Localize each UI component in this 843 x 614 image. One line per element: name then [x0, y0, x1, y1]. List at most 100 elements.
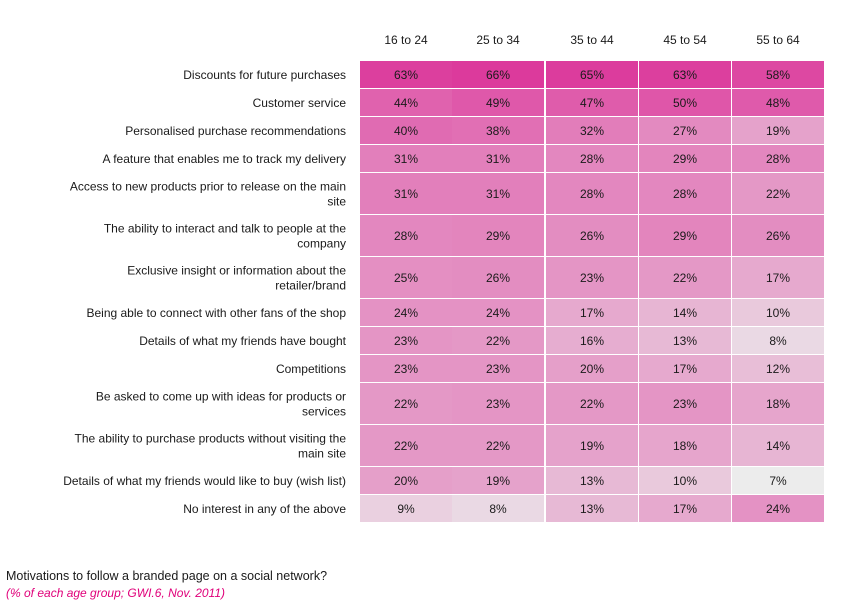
row-label: Details of what my friends would like to… — [63, 474, 346, 488]
cell-value-label: 23% — [673, 397, 697, 411]
cell-value-label: 26% — [580, 229, 604, 243]
row-label: The ability to interact and talk to peop… — [104, 222, 346, 251]
heatmap-cell — [732, 467, 824, 494]
heatmap-cell — [452, 299, 544, 326]
cell-value-label: 23% — [486, 397, 510, 411]
heatmap-cell — [360, 257, 452, 298]
cell-value-label: 25% — [394, 271, 418, 285]
cell-value-label: 28% — [580, 187, 604, 201]
heatmap-cell — [639, 89, 731, 116]
heatmap-cell — [452, 173, 544, 214]
heatmap-cell — [546, 215, 638, 256]
heatmap-cell — [546, 61, 638, 88]
heatmap-cell — [360, 299, 452, 326]
heatmap-cell — [360, 145, 452, 172]
heatmap-cell — [360, 89, 452, 116]
cell-value-label: 7% — [769, 474, 787, 488]
cell-value-label: 27% — [673, 124, 697, 138]
cell-value-label: 22% — [673, 271, 697, 285]
column-headers: 16 to 24 25 to 34 35 to 44 45 to 54 55 to 64 — [384, 33, 800, 47]
cell-value-label: 19% — [486, 474, 510, 488]
cell-value-label: 13% — [580, 502, 604, 516]
row-label: Access to new products prior to release … — [70, 180, 346, 209]
cell-value-label: 23% — [394, 334, 418, 348]
row-label: The ability to purchase products without… — [75, 432, 347, 461]
heatmap-cell — [360, 215, 452, 256]
caption-subtitle: (% of each age group; GWI.6, Nov. 2011) — [6, 586, 225, 600]
heatmap-cell — [546, 467, 638, 494]
cell-value-label: 66% — [486, 68, 510, 82]
cell-value-label: 16% — [580, 334, 604, 348]
heatmap-cell — [546, 383, 638, 424]
cell-value-label: 22% — [766, 187, 790, 201]
cell-value-label: 40% — [394, 124, 418, 138]
cell-value-label: 18% — [673, 439, 697, 453]
row-label: Exclusive insight or information about t… — [127, 264, 346, 293]
heatmap-cell — [639, 425, 731, 466]
cell-value-label: 14% — [766, 439, 790, 453]
heatmap-cell — [360, 425, 452, 466]
heatmap-cell — [546, 495, 638, 522]
cell-value-label: 23% — [394, 362, 418, 376]
heatmap-cell — [452, 383, 544, 424]
cell-value-label: 47% — [580, 96, 604, 110]
heatmap-cell — [452, 215, 544, 256]
caption-title: Motivations to follow a branded page on … — [6, 569, 328, 583]
cell-value-label: 58% — [766, 68, 790, 82]
heatmap-cells: 63% 66% 65% 63% 58% 44% 49% 47% 50% 48% 40% 38% 32% 2… — [360, 61, 824, 522]
heatmap-cell — [732, 425, 824, 466]
heatmap-cell — [639, 173, 731, 214]
cell-value-label: 17% — [580, 306, 604, 320]
cell-value-label: 31% — [394, 187, 418, 201]
heatmap-cell — [639, 117, 731, 144]
heatmap-cell — [452, 117, 544, 144]
cell-value-label: 63% — [673, 68, 697, 82]
heatmap-cell — [639, 327, 731, 354]
cell-value-label: 26% — [766, 229, 790, 243]
cell-value-label: 19% — [766, 124, 790, 138]
cell-value-label: 24% — [486, 306, 510, 320]
cell-value-label: 12% — [766, 362, 790, 376]
heatmap-cell — [452, 61, 544, 88]
heatmap-cell — [546, 327, 638, 354]
heatmap-cell — [360, 61, 452, 88]
row-label: Personalised purchase recommendations — [125, 124, 346, 138]
heatmap-cell — [452, 495, 544, 522]
cell-value-label: 8% — [769, 334, 787, 348]
heatmap-cell — [546, 425, 638, 466]
heatmap-cell — [546, 355, 638, 382]
heatmap-cell — [732, 299, 824, 326]
cell-value-label: 24% — [394, 306, 418, 320]
cell-value-label: 23% — [486, 362, 510, 376]
chart-caption: Motivations to follow a branded page on … — [6, 568, 327, 602]
heatmap-cell — [452, 145, 544, 172]
heatmap-cell — [546, 299, 638, 326]
cell-value-label: 24% — [766, 502, 790, 516]
cell-value-label: 17% — [673, 362, 697, 376]
cell-value-label: 10% — [766, 306, 790, 320]
cell-value-label: 49% — [486, 96, 510, 110]
cell-value-label: 13% — [673, 334, 697, 348]
heatmap-cell — [360, 383, 452, 424]
heatmap-cell — [732, 117, 824, 144]
cell-value-label: 22% — [580, 397, 604, 411]
heatmap-cell — [360, 173, 452, 214]
heatmap-cell — [732, 89, 824, 116]
heatmap-cell — [360, 327, 452, 354]
heatmap-cell — [639, 383, 731, 424]
heatmap-cell — [639, 215, 731, 256]
heatmap-cell — [732, 383, 824, 424]
row-label: Customer service — [253, 96, 347, 110]
cell-value-label: 31% — [486, 187, 510, 201]
heatmap-cell — [360, 117, 452, 144]
heatmap-cell — [732, 495, 824, 522]
heatmap-cell — [732, 215, 824, 256]
row-label: Details of what my friends have bought — [139, 334, 346, 348]
heatmap-cell — [639, 495, 731, 522]
cell-value-label: 22% — [394, 439, 418, 453]
row-label: A feature that enables me to track my de… — [103, 152, 346, 166]
heatmap-chart: 16 to 24 25 to 34 35 to 44 45 to 54 55 to 64… — [63, 33, 824, 522]
cell-value-label: 8% — [489, 502, 507, 516]
heatmap-cell — [360, 495, 452, 522]
cell-value-label: 22% — [394, 397, 418, 411]
